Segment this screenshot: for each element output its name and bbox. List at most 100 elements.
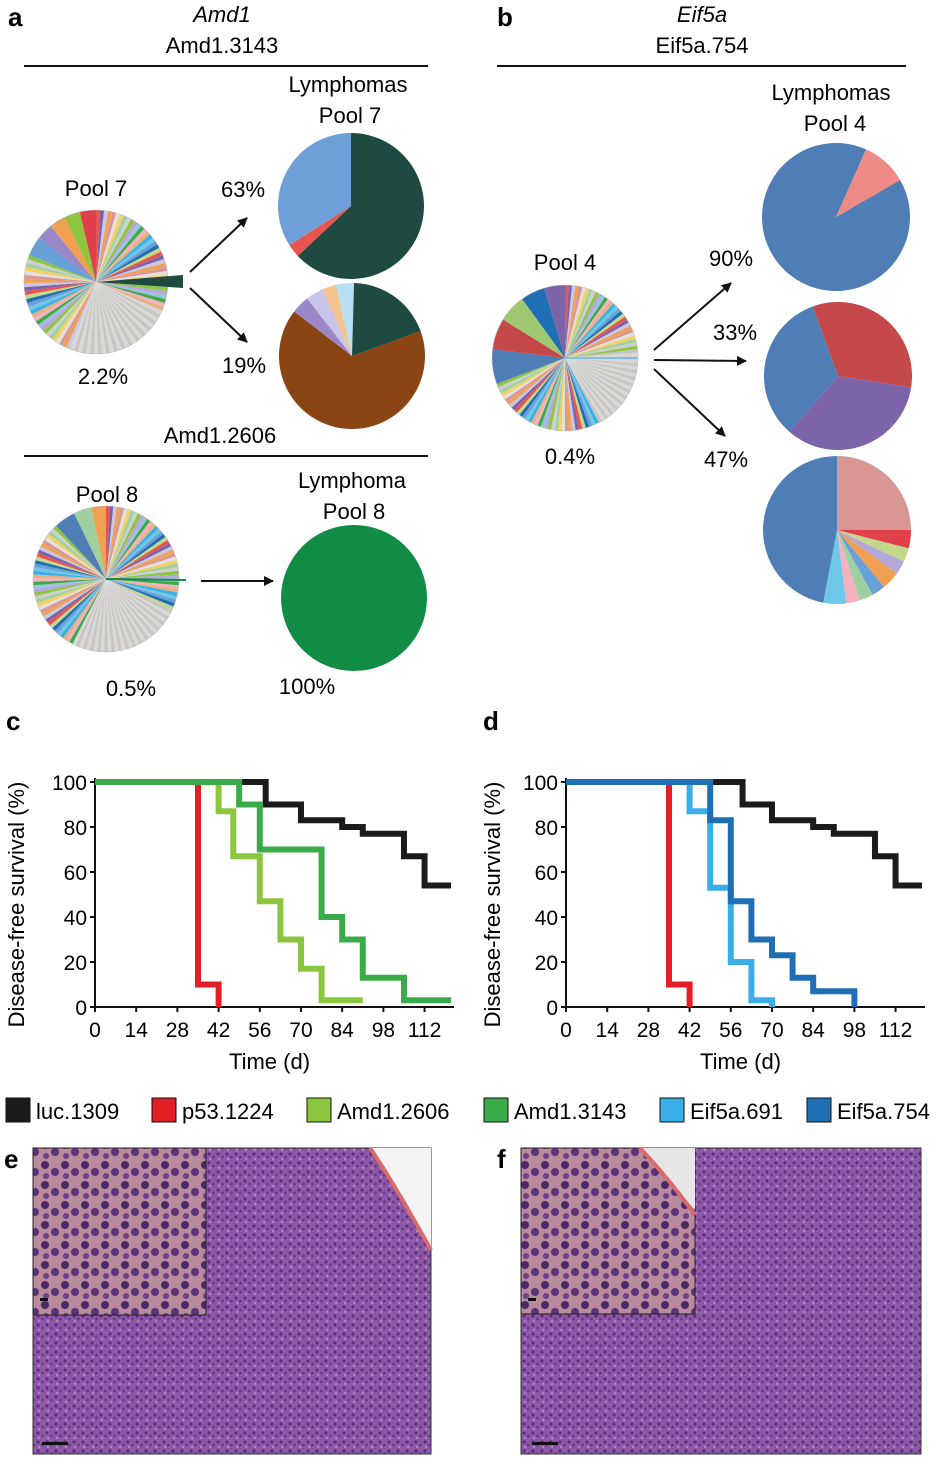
pie-slice <box>106 528 162 579</box>
panel-a-pool-2-label: Pool 8 <box>76 482 138 507</box>
pie-slice <box>49 282 96 340</box>
pie-slice <box>53 525 106 579</box>
pie-slice <box>281 525 427 671</box>
pie-slice <box>96 282 119 352</box>
pie-slice <box>96 282 143 340</box>
pie-slice <box>106 567 179 579</box>
pie-slice <box>106 552 176 579</box>
panel-a-result-1-title: Lymphomas <box>288 72 407 97</box>
y-tick-label: 0 <box>75 997 87 1020</box>
pie-slice <box>565 358 621 408</box>
pie-slice <box>33 579 107 590</box>
pie-slice <box>106 579 163 629</box>
x-tick-label: 112 <box>408 1019 441 1042</box>
survival-curve-eif5a-754 <box>566 779 858 1007</box>
pie-slice <box>96 219 135 282</box>
pie-slice <box>96 579 106 652</box>
pie-slice <box>106 536 168 579</box>
arrow-b-down <box>653 368 726 437</box>
pie-slice <box>96 282 107 354</box>
pie-slice <box>96 282 167 300</box>
pie-slice <box>96 210 101 282</box>
pie-slice <box>45 579 106 623</box>
panel-b-result-title: Lymphomas <box>771 80 890 105</box>
pool-7-pie <box>23 209 169 355</box>
pie-slice <box>96 225 145 282</box>
pie-slice <box>547 358 565 430</box>
pie-slice <box>48 531 106 579</box>
pie-slice <box>322 284 352 356</box>
pie-slice <box>29 282 96 315</box>
pie-slice <box>25 282 96 300</box>
pie-slice <box>96 282 161 318</box>
arrow-a-up <box>189 217 248 273</box>
pie-slice <box>24 282 96 288</box>
pie-slice <box>33 563 107 579</box>
legend-label: Amd1.2606 <box>337 1099 450 1124</box>
pie-slice <box>96 234 153 282</box>
panel-a: a Amd1 Amd1.3143 Pool 7 2.2% 63% 19% Lym… <box>8 2 428 701</box>
pie-slice <box>106 518 151 579</box>
pie-slice <box>96 228 148 282</box>
x-tick-label: 42 <box>678 1019 701 1042</box>
y-tick-label: 80 <box>64 817 87 840</box>
pie-slice <box>40 282 96 332</box>
legend-label: luc.1309 <box>36 1099 119 1124</box>
lymphoma-pie-a1 <box>278 133 424 279</box>
pie-slice <box>106 579 140 646</box>
pie-slice <box>565 358 626 403</box>
pie-slice <box>96 282 166 304</box>
pie-slice <box>89 282 96 354</box>
pie-slice <box>565 286 583 358</box>
pie-slice <box>96 211 117 282</box>
pie-slice <box>540 358 565 428</box>
x-tick-label: 84 <box>802 1019 826 1042</box>
lymphoma-pie-a2 <box>279 283 426 430</box>
panel-b-arrow-2-pct: 33% <box>713 320 757 345</box>
legend-label: Amd1.3143 <box>514 1099 627 1124</box>
pie-slice <box>565 285 573 358</box>
pie-slice <box>96 282 163 315</box>
pie-slice <box>307 289 352 356</box>
pie-slice <box>33 579 107 586</box>
pie-slice <box>514 358 565 413</box>
pie-slice <box>837 530 897 588</box>
panel-b-pool-pct: 0.4% <box>545 444 595 469</box>
pie-slice <box>762 456 837 603</box>
pie-slice <box>106 579 160 631</box>
pie-slice <box>565 285 580 358</box>
pie-slice <box>565 285 576 358</box>
pie-slice <box>565 358 638 367</box>
pie-slice <box>27 282 97 307</box>
micrograph-f-inset-scale-bar <box>528 1298 536 1301</box>
pie-slice <box>837 530 904 574</box>
micrograph-f-capsule <box>638 1146 697 1217</box>
panel-b-result-pool: Pool 4 <box>804 111 866 136</box>
pie-slice <box>96 258 166 282</box>
x-tick-label: 112 <box>879 1019 912 1042</box>
pie-slice <box>504 358 565 403</box>
pie-slice <box>522 288 565 358</box>
pie-slice <box>96 251 163 282</box>
pie-slice <box>565 358 637 378</box>
pie-slice <box>96 270 168 282</box>
pie-slice <box>565 295 606 358</box>
pie-slice <box>565 358 638 371</box>
pie-slice <box>96 282 140 342</box>
pie-slice <box>31 282 97 318</box>
y-tick-label: 20 <box>535 952 558 975</box>
pie-slice <box>565 287 586 358</box>
x-tick-label: 84 <box>331 1019 355 1042</box>
pie-slice <box>565 345 638 358</box>
pie-slice <box>106 579 130 650</box>
pie-slice <box>33 578 106 582</box>
micrograph-e <box>32 1146 433 1455</box>
pie-slice <box>106 510 135 579</box>
pie-slice <box>561 358 565 431</box>
pie-slice <box>57 579 106 636</box>
pie-slice <box>565 358 616 413</box>
pie-slice <box>106 549 175 579</box>
x-tick-label: 56 <box>248 1019 271 1042</box>
pie-slice <box>762 143 910 292</box>
